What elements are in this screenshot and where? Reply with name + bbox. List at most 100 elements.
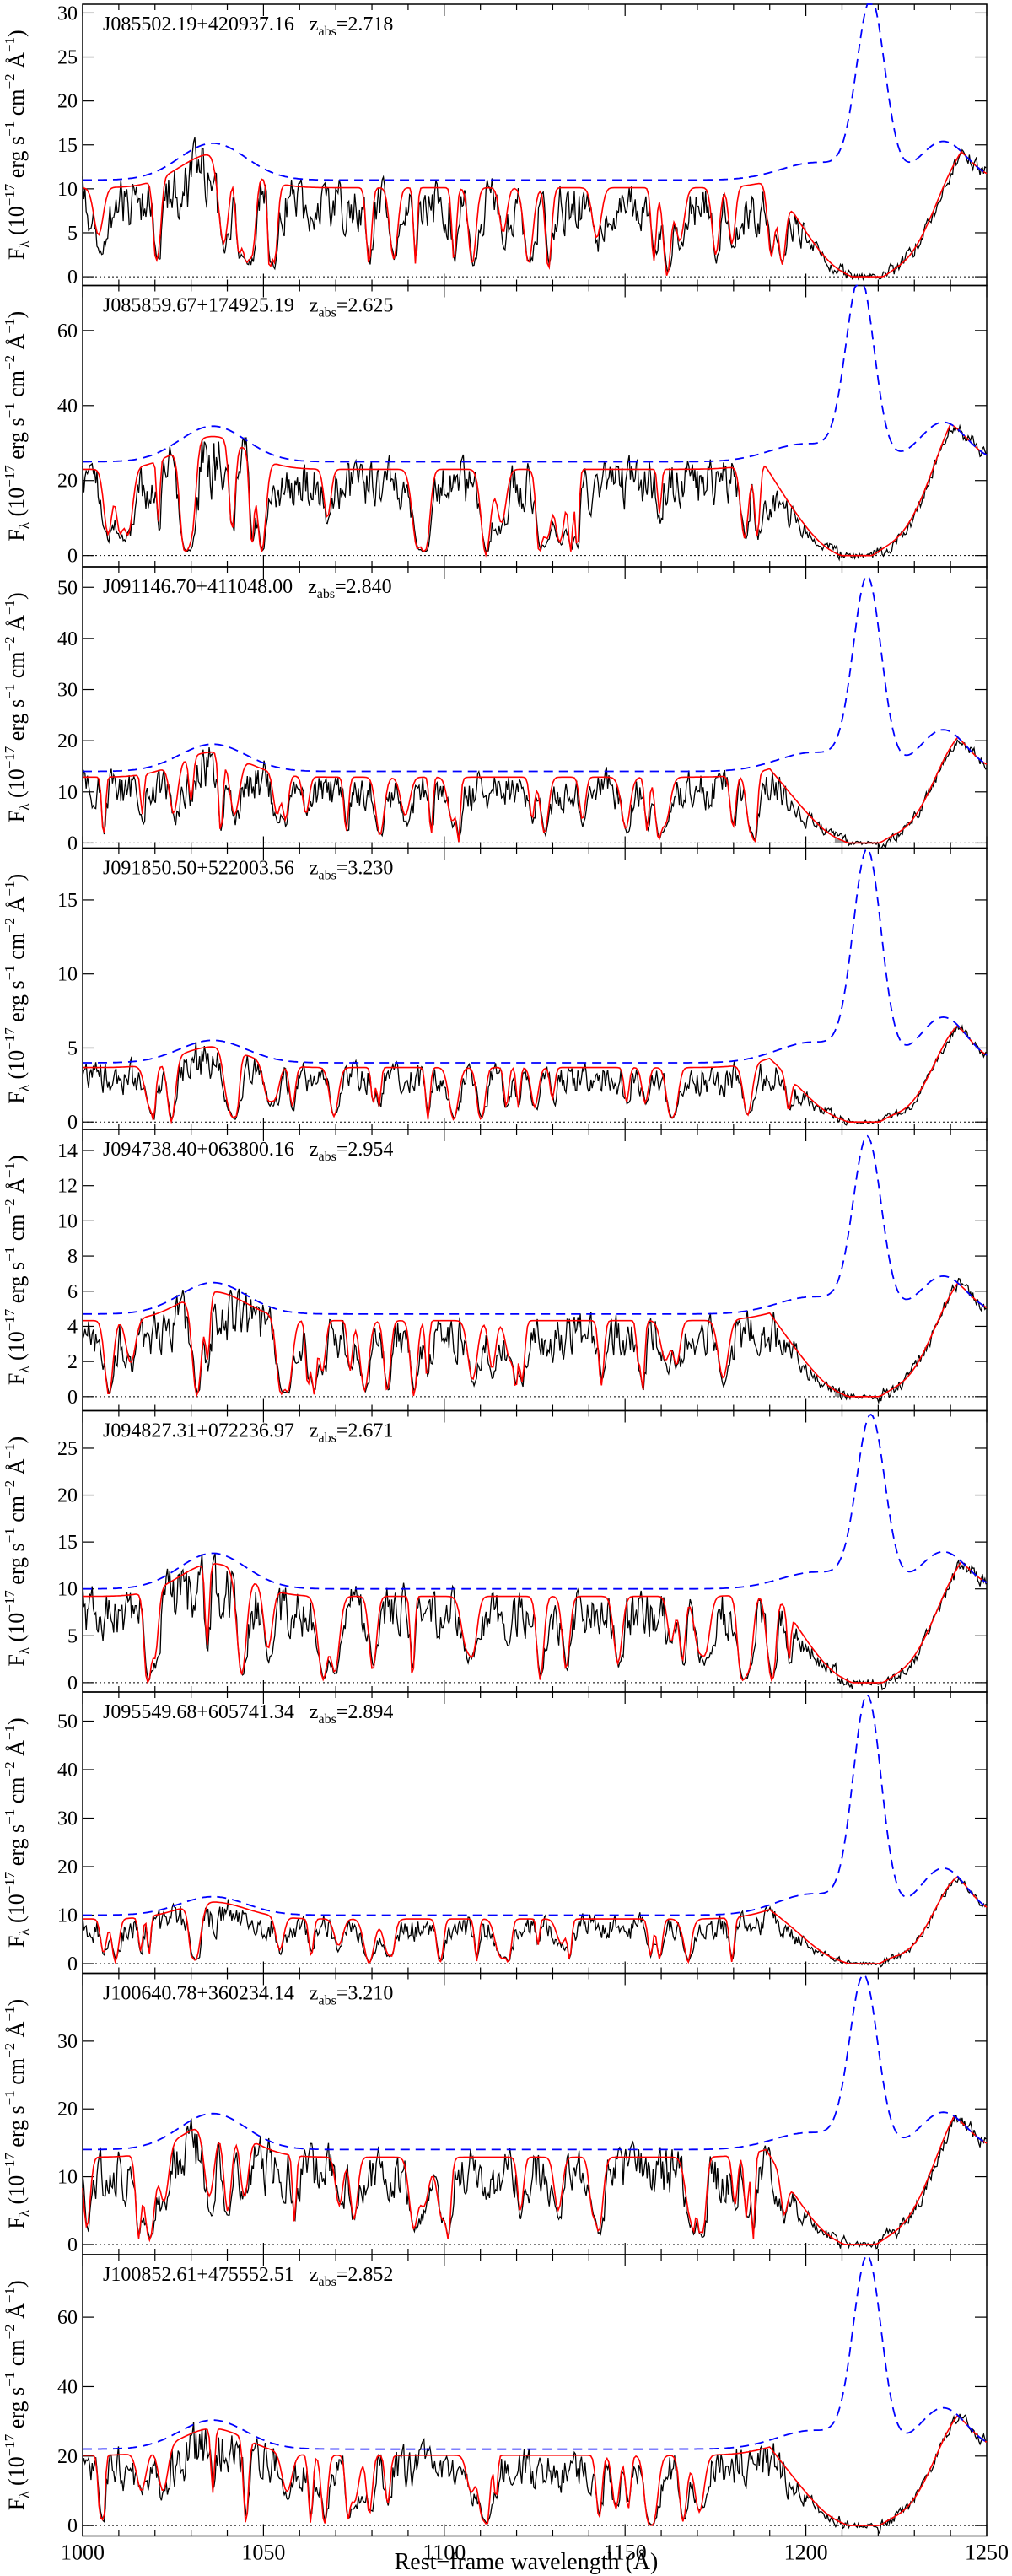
quasar-name: J094738.40+063800.16 [103, 1139, 294, 1161]
observed-flux-line [82, 2413, 987, 2536]
z-prefix: z [310, 1420, 319, 1442]
y-tick-label: 15 [57, 890, 78, 912]
y-axis-label-part: ) [4, 1717, 29, 1725]
y-axis-label-part: (10 [4, 2456, 29, 2491]
quasar-name: J091146.70+411048.00 [103, 576, 293, 598]
dla-model-line [82, 2115, 988, 2245]
y-axis-label-part: −1 [2, 1725, 18, 1740]
y-axis-label-part: λ [16, 803, 32, 811]
y-axis-label-part: cm [4, 370, 29, 402]
y-axis-label: Fλ (10−17 erg s−1 cm−2 Å−1) [2, 1436, 32, 1667]
y-tick-label: 20 [57, 471, 78, 493]
z-abs-value: =2.671 [336, 1420, 394, 1442]
y-axis-label-part: −1 [2, 1809, 18, 1824]
z-prefix: z [310, 1139, 319, 1161]
y-axis-label-part: ) [4, 1436, 29, 1444]
y-tick-label: 0 [67, 1954, 78, 1975]
y-axis-label-part: cm [4, 2339, 29, 2371]
panel-label: J085859.67+174925.19 zabs=2.625 [103, 295, 393, 321]
dla-model-line [83, 1024, 988, 1124]
quasar-name: J085502.19+420937.16 [103, 13, 294, 35]
y-tick-label: 30 [57, 2031, 78, 2053]
y-axis-label-part: F [4, 1091, 29, 1103]
y-axis-label-part: erg s [4, 1824, 29, 1872]
y-tick-label: 5 [67, 1037, 78, 1059]
y-axis-label-part: −1 [2, 2090, 18, 2105]
observed-flux-line [82, 137, 987, 282]
y-axis-label-part: λ [16, 2491, 32, 2498]
y-axis-label-part: cm [4, 89, 29, 121]
y-axis-label-part: F [4, 2498, 29, 2510]
continuum-line [83, 1973, 988, 2151]
y-axis-label-part: −2 [2, 1199, 18, 1214]
y-axis-label-part: (10 [4, 2175, 29, 2210]
y-axis-label-part: (10 [4, 1894, 29, 1928]
y-tick-label: 20 [57, 2446, 78, 2468]
y-axis-label-part: cm [4, 933, 29, 965]
panel-label: J091850.50+522003.56 zabs=3.230 [103, 858, 393, 883]
continuum-line [83, 1413, 988, 1590]
y-tick-label: 10 [57, 964, 78, 986]
y-axis-label-part: λ [16, 1084, 32, 1091]
y-tick-label: 12 [57, 1176, 78, 1198]
observed-flux-line [82, 739, 987, 849]
y-tick-label: 0 [67, 1673, 78, 1695]
y-axis-label: Fλ (10−17 erg s−1 cm−2 Å−1) [2, 1155, 32, 1385]
y-axis-label-part: λ [16, 240, 32, 248]
y-tick-label: 0 [67, 833, 78, 854]
quasar-name: J094827.31+072236.97 [103, 1420, 294, 1442]
y-axis-label: Fλ (10−17 erg s−1 cm−2 Å−1) [2, 874, 32, 1104]
z-subscript: abs [319, 2275, 336, 2289]
x-tick-label: 1250 [965, 2541, 1009, 2565]
y-axis-label-part: −2 [2, 1761, 18, 1776]
quasar-name: J095549.68+605741.34 [103, 1701, 294, 1723]
y-axis-label-part: (10 [4, 206, 29, 240]
y-axis-label-part: −17 [2, 1308, 18, 1331]
y-axis-label-part: (10 [4, 1050, 29, 1085]
y-tick-label: 8 [67, 1246, 78, 1268]
z-prefix: z [308, 576, 317, 598]
y-axis-label-part: cm [4, 2058, 29, 2090]
y-tick-label: 40 [57, 1760, 78, 1781]
y-axis-label-part: −2 [2, 2324, 18, 2339]
y-axis-label-part: λ [16, 1928, 32, 1936]
dla-shaded-region [834, 1389, 875, 1397]
continuum-line [83, 284, 988, 463]
dla-shaded-region [834, 836, 875, 843]
y-axis-label-part: −2 [2, 2043, 18, 2058]
spectrum-panel: 0 10 20 30 40 50 J095549.68+605741.34 zabs=2.89… [2, 1691, 988, 1975]
y-axis-label-part: −2 [2, 636, 18, 651]
quasar-name: J085859.67+174925.19 [103, 295, 294, 317]
panel-label: J085502.19+420937.16 zabs=2.718 [103, 13, 393, 39]
z-abs-value: =2.625 [336, 295, 394, 317]
y-axis-label-part: F [4, 1936, 29, 1948]
y-axis-label-part: ) [4, 30, 29, 37]
y-axis-label-part: ) [4, 2280, 29, 2288]
continuum-line [83, 3, 988, 181]
y-axis-label-part: −17 [2, 2433, 18, 2456]
y-axis-label-part: −1 [2, 1444, 18, 1459]
y-tick-label: 0 [67, 1387, 78, 1409]
y-axis-label-part: −17 [2, 1590, 18, 1613]
z-abs-value: =2.954 [336, 1139, 394, 1161]
y-axis-label-part: ) [4, 1999, 29, 2007]
z-subscript: abs [317, 587, 335, 601]
panel-frame [82, 1409, 988, 1693]
y-axis-label-part: −17 [2, 1871, 18, 1894]
spectrum-panel: 0 5 10 15 20 25 30 J085502.19+420937.16 zabs=2.7… [2, 3, 988, 288]
z-abs-value: =2.852 [336, 2264, 394, 2286]
y-axis-label-part: Å [4, 2303, 29, 2325]
z-abs-value: =2.840 [335, 576, 392, 598]
y-axis-label-part: −1 [2, 2007, 18, 2022]
z-abs-value: =3.210 [336, 1983, 394, 2005]
dla-model-line [83, 2414, 988, 2526]
y-tick-label: 40 [57, 396, 78, 418]
dla-model-line [83, 736, 988, 844]
y-tick-label: 14 [57, 1140, 78, 1162]
y-axis-label: Fλ (10−17 erg s−1 cm−2 Å−1) [2, 592, 32, 822]
y-axis-label-part: cm [4, 1214, 29, 1246]
y-axis-label-part: λ [16, 1366, 32, 1373]
y-axis-label-part: (10 [4, 768, 29, 803]
